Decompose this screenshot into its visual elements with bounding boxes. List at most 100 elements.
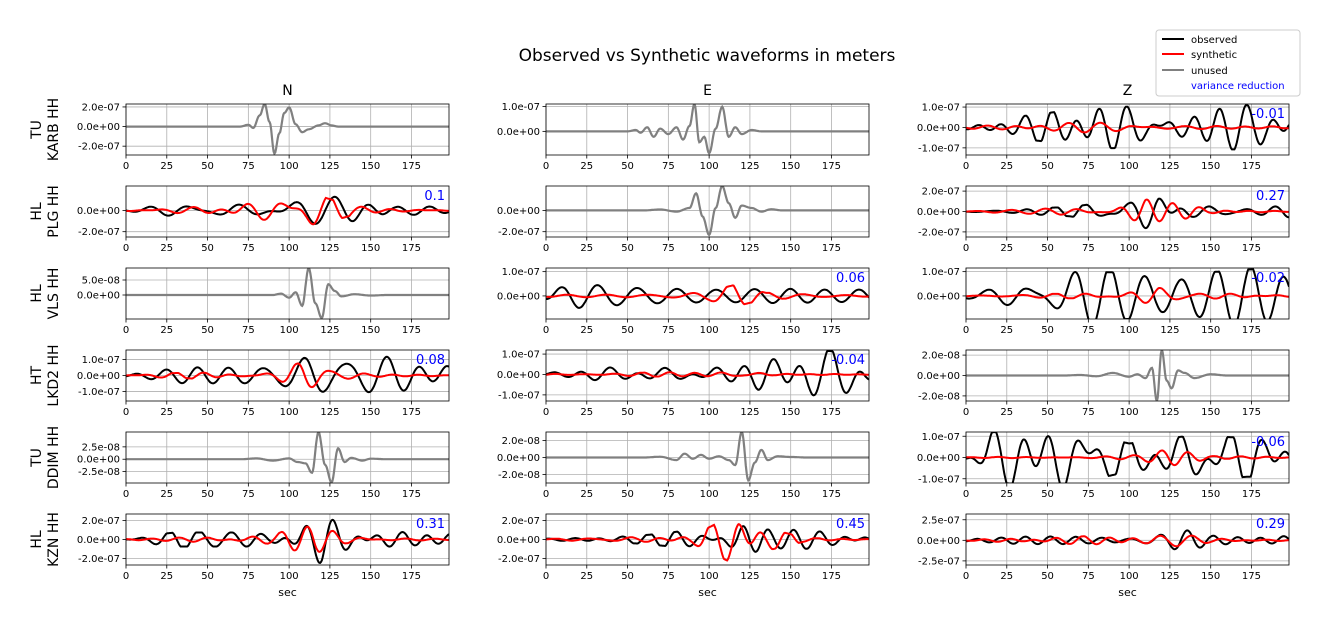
x-tick-label: 175 bbox=[1242, 325, 1261, 336]
x-tick-label: 25 bbox=[580, 571, 593, 582]
x-tick-label: 50 bbox=[1041, 489, 1054, 500]
x-tick-label: 150 bbox=[361, 489, 380, 500]
variance-reduction-value: 0.1 bbox=[424, 189, 445, 204]
y-tick-label: -2.0e-07 bbox=[78, 142, 120, 153]
x-axis-label: sec bbox=[698, 586, 717, 599]
x-tick-label: 0 bbox=[543, 325, 549, 336]
x-tick-label: 0 bbox=[963, 243, 969, 254]
panels-grid: 0 25 50 75 100 125 150 175 2.0e-07 0.0e+00 -2.0e-0… bbox=[77, 102, 1290, 582]
x-tick-label: 150 bbox=[781, 325, 800, 336]
panel-plg-hh-e: 0 25 50 75 100 125 150 175 0.0e+00 -2.0e-07 bbox=[497, 185, 870, 254]
x-tick-label: 100 bbox=[1120, 407, 1139, 418]
panel-background bbox=[126, 268, 449, 319]
x-tick-label: 50 bbox=[621, 571, 634, 582]
x-tick-label: 0 bbox=[123, 161, 129, 172]
observed-trace bbox=[546, 350, 869, 397]
panel-frame bbox=[125, 185, 450, 238]
x-tick-label: 150 bbox=[1201, 325, 1220, 336]
x-tick-label: 75 bbox=[662, 243, 675, 254]
x-tick-label: 100 bbox=[280, 243, 299, 254]
x-tick-label: 150 bbox=[361, 407, 380, 418]
x-axis-labels: sec sec sec bbox=[278, 586, 1137, 599]
panel-ddim-hh-z: 0 25 50 75 100 125 150 175 1.0e-07 0.0e+00 -1.0e-0… bbox=[917, 431, 1290, 500]
x-tick-label: 50 bbox=[621, 407, 634, 418]
x-tick-label: 0 bbox=[963, 407, 969, 418]
x-tick-label: 150 bbox=[361, 325, 380, 336]
panel-frame bbox=[545, 103, 870, 156]
x-tick-label: 175 bbox=[822, 571, 841, 582]
x-tick-label: 25 bbox=[160, 243, 173, 254]
x-tick-label: 25 bbox=[160, 407, 173, 418]
y-tick-label: 0.0e+00 bbox=[497, 206, 540, 217]
x-tick-label: 175 bbox=[1242, 407, 1261, 418]
y-tick-label: -2.0e-08 bbox=[498, 470, 540, 481]
y-tick-label: -2.5e-08 bbox=[78, 467, 120, 478]
x-tick-label: 175 bbox=[402, 161, 421, 172]
x-tick-label: 25 bbox=[580, 407, 593, 418]
x-tick-label: 50 bbox=[1041, 325, 1054, 336]
x-tick-label: 0 bbox=[123, 571, 129, 582]
row-label-network: HL bbox=[29, 530, 45, 549]
x-tick-label: 150 bbox=[781, 489, 800, 500]
y-tick-label: 5.0e-08 bbox=[82, 276, 120, 287]
y-tick-label: 2.5e-08 bbox=[82, 442, 120, 453]
x-tick-label: 25 bbox=[1000, 489, 1013, 500]
variance-reduction-value: -0.01 bbox=[1251, 107, 1285, 122]
x-tick-label: 125 bbox=[740, 407, 759, 418]
variance-reduction-value: 0.27 bbox=[1256, 189, 1285, 204]
column-title-n: N bbox=[282, 83, 292, 99]
x-tick-label: 0 bbox=[123, 243, 129, 254]
y-tick-label: 2.0e-07 bbox=[922, 187, 960, 198]
x-tick-label: 75 bbox=[1082, 161, 1095, 172]
synthetic-trace bbox=[966, 198, 1289, 223]
panel-plg-hh-n: 0 25 50 75 100 125 150 175 0.0e+00 -2.0e-07 0.1 bbox=[77, 185, 450, 254]
y-tick-label: 1.0e-07 bbox=[922, 103, 960, 114]
x-tick-label: 100 bbox=[700, 325, 719, 336]
x-tick-label: 125 bbox=[1160, 489, 1179, 500]
x-tick-label: 125 bbox=[1160, 161, 1179, 172]
y-tick-label: 0.0e+00 bbox=[77, 122, 120, 133]
x-tick-label: 0 bbox=[543, 407, 549, 418]
x-tick-label: 50 bbox=[1041, 407, 1054, 418]
panel-karb-hh-e: 0 25 50 75 100 125 150 175 1.0e-07 0.0e+00 bbox=[497, 102, 870, 172]
y-tick-label: -1.0e-07 bbox=[918, 143, 960, 154]
legend-synthetic-label: synthetic bbox=[1191, 50, 1237, 61]
row-label-station: VLS HH bbox=[46, 268, 62, 320]
x-tick-label: 75 bbox=[1082, 489, 1095, 500]
unused-trace bbox=[126, 104, 449, 155]
x-tick-label: 150 bbox=[781, 571, 800, 582]
y-tick-label: 2.0e-07 bbox=[82, 102, 120, 113]
x-tick-label: 25 bbox=[160, 571, 173, 582]
x-tick-label: 125 bbox=[1160, 407, 1179, 418]
x-tick-label: 0 bbox=[543, 243, 549, 254]
observed-trace bbox=[966, 104, 1289, 151]
variance-reduction-value: 0.29 bbox=[1256, 517, 1285, 532]
x-tick-label: 175 bbox=[822, 325, 841, 336]
x-tick-label: 25 bbox=[1000, 325, 1013, 336]
row-label-station: KARB HH bbox=[46, 98, 62, 161]
y-tick-label: 0.0e+00 bbox=[917, 207, 960, 218]
y-tick-label: 0.0e+00 bbox=[497, 370, 540, 381]
y-tick-label: -2.5e-07 bbox=[918, 556, 960, 567]
legend-frame bbox=[1155, 29, 1301, 97]
x-tick-label: 0 bbox=[123, 407, 129, 418]
synthetic-trace bbox=[966, 287, 1289, 304]
x-tick-label: 75 bbox=[242, 571, 255, 582]
x-tick-label: 100 bbox=[280, 325, 299, 336]
y-tick-label: 0.0e+00 bbox=[77, 291, 120, 302]
x-tick-label: 175 bbox=[1242, 489, 1261, 500]
x-tick-label: 25 bbox=[1000, 571, 1013, 582]
unused-trace bbox=[546, 104, 869, 155]
x-tick-label: 100 bbox=[280, 407, 299, 418]
panel-frame bbox=[125, 431, 450, 484]
x-tick-label: 100 bbox=[700, 407, 719, 418]
x-tick-label: 150 bbox=[781, 161, 800, 172]
panel-frame bbox=[545, 185, 870, 238]
y-tick-label: -2.0e-07 bbox=[78, 227, 120, 238]
y-tick-label: -1.0e-07 bbox=[918, 474, 960, 485]
x-axis-label: sec bbox=[1118, 586, 1137, 599]
y-tick-label: 1.0e-07 bbox=[502, 102, 540, 113]
x-tick-label: 125 bbox=[740, 325, 759, 336]
x-tick-label: 75 bbox=[1082, 407, 1095, 418]
